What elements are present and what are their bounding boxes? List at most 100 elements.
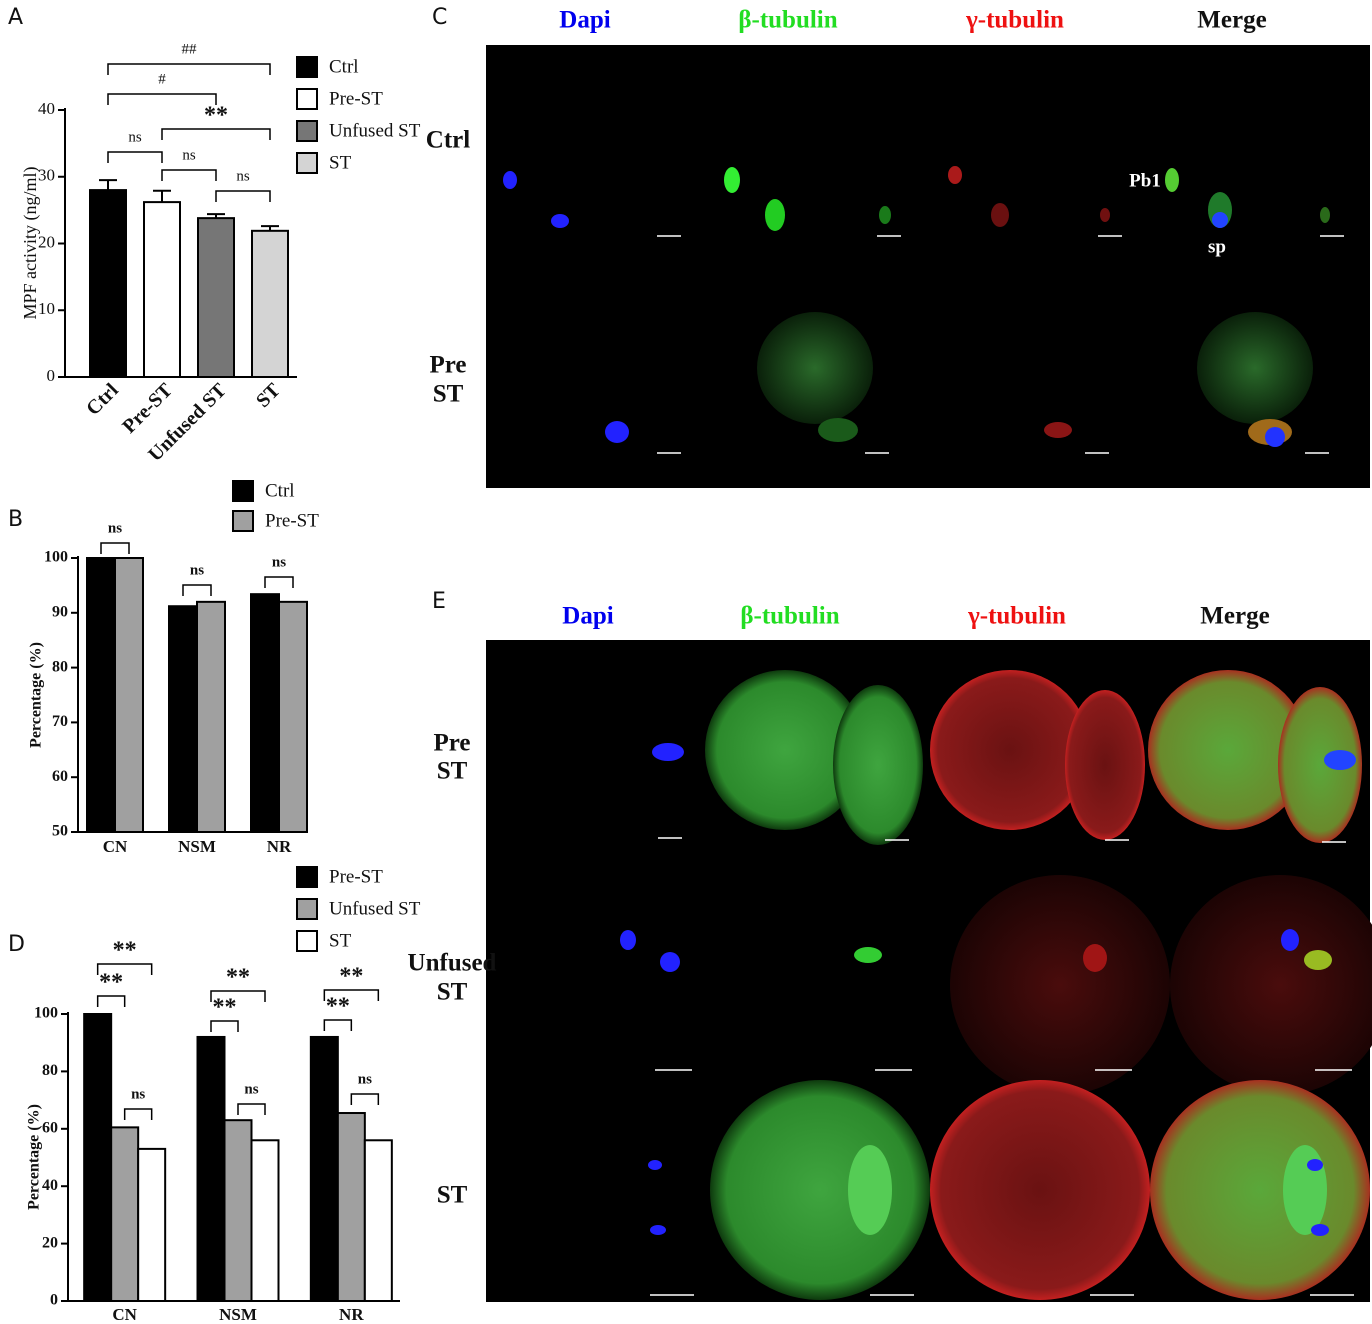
- bar: [83, 1013, 113, 1302]
- y-tick-label: 30: [38, 166, 55, 185]
- x-tick-label: NSM: [178, 837, 216, 856]
- significance-bracket: [350, 1093, 380, 1105]
- y-axis-label: MPF activity (ng/ml): [20, 166, 41, 319]
- significance-bracket: [96, 995, 126, 1007]
- legend-swatch: [296, 120, 318, 142]
- significance-bracket: [210, 990, 266, 1002]
- panel-letter: D: [8, 932, 25, 957]
- legend-swatch: [296, 56, 318, 78]
- significance-bracket: [210, 1020, 239, 1032]
- bar: [251, 229, 289, 378]
- bar: [143, 201, 181, 378]
- bar: [137, 1147, 167, 1303]
- column-header: γ-tubulin: [967, 603, 1066, 630]
- legend-swatch: [232, 510, 254, 532]
- significance-bracket: [107, 63, 271, 75]
- significance-bracket: [215, 190, 271, 202]
- significance-bracket: [161, 128, 271, 140]
- significance-label: ns: [244, 1081, 258, 1097]
- legend-label: Unfused ST: [329, 898, 421, 919]
- error-bar: [261, 225, 279, 231]
- legend-label: Pre-ST: [329, 88, 383, 109]
- legend-swatch: [296, 152, 318, 174]
- x-tick-label: NSM: [219, 1305, 257, 1324]
- y-tick-label: 10: [38, 299, 55, 318]
- error-bar: [207, 213, 225, 219]
- bar: [196, 1035, 226, 1302]
- column-header: Dapi: [559, 7, 610, 34]
- y-tick-label: 90: [52, 603, 68, 620]
- y-tick-label: 80: [42, 1062, 58, 1079]
- column-header: β-tubulin: [738, 7, 837, 34]
- row-label: ST: [437, 979, 468, 1006]
- significance-label: **: [326, 994, 350, 1020]
- y-tick-label: 0: [50, 1292, 58, 1309]
- legend-swatch: [296, 898, 318, 920]
- bar: [250, 1139, 280, 1303]
- significance-label: ns: [272, 554, 286, 570]
- y-tick-label: 100: [44, 549, 68, 566]
- column-header: Dapi: [562, 603, 613, 630]
- y-axis-label: Percentage (%): [28, 642, 45, 748]
- y-tick-label: 40: [42, 1177, 58, 1194]
- significance-bracket: [107, 151, 163, 163]
- bar: [250, 593, 280, 834]
- error-bar: [99, 179, 117, 191]
- significance-label: #: [158, 71, 166, 87]
- legend-label: Pre-ST: [329, 866, 383, 887]
- x-tick-label: CN: [103, 837, 128, 856]
- bar: [110, 1126, 140, 1302]
- panel-letter: A: [8, 5, 23, 30]
- y-tick-label: 0: [47, 366, 56, 385]
- significance-label: **: [339, 964, 363, 990]
- image-marker: sp: [1208, 236, 1226, 257]
- bar: [197, 217, 235, 378]
- y-tick-label: 40: [38, 99, 55, 118]
- y-axis-label: Percentage (%): [26, 1104, 43, 1210]
- significance-bracket: [237, 1103, 266, 1115]
- significance-bracket: [182, 584, 212, 596]
- panel-letter: E: [432, 589, 446, 614]
- row-label: ST: [437, 758, 468, 785]
- significance-label: ns: [128, 129, 142, 145]
- significance-label: **: [204, 103, 228, 129]
- significance-bracket: [123, 1108, 153, 1120]
- bar: [309, 1035, 339, 1302]
- error-bar: [153, 189, 171, 203]
- bar: [363, 1139, 393, 1303]
- y-tick-label: 100: [34, 1005, 58, 1022]
- panel-letter: B: [8, 507, 23, 532]
- row-label: Pre: [429, 352, 466, 379]
- y-tick-label: 20: [42, 1234, 58, 1251]
- row-label: Unfused: [408, 950, 497, 977]
- significance-label: ns: [190, 562, 204, 578]
- legend-swatch: [296, 866, 318, 888]
- legend-label: Pre-ST: [265, 510, 319, 531]
- significance-label: ns: [131, 1086, 145, 1102]
- legend-label: Unfused ST: [329, 120, 421, 141]
- significance-bracket: [323, 1019, 353, 1031]
- bar: [168, 605, 198, 833]
- x-tick-label: Ctrl: [82, 379, 123, 420]
- legend-swatch: [296, 930, 318, 952]
- significance-bracket: [100, 542, 130, 554]
- x-tick-label: CN: [112, 1305, 137, 1324]
- image-panel-c: [486, 45, 1370, 488]
- x-tick-label: NR: [339, 1305, 364, 1324]
- significance-bracket: [107, 93, 217, 105]
- y-tick-label: 50: [52, 823, 68, 840]
- significance-label: ns: [236, 168, 250, 184]
- legend-swatch: [232, 480, 254, 502]
- image-panel-e: [486, 640, 1372, 1302]
- significance-label: ns: [182, 147, 196, 163]
- legend-label: ST: [329, 930, 352, 951]
- significance-label: **: [226, 965, 250, 991]
- bar: [336, 1112, 366, 1303]
- significance-bracket: [161, 169, 217, 181]
- column-header: Merge: [1197, 7, 1266, 34]
- y-tick-label: 60: [42, 1119, 58, 1136]
- bar: [114, 557, 144, 833]
- y-tick-label: 80: [52, 658, 68, 675]
- y-tick-label: 20: [38, 232, 55, 251]
